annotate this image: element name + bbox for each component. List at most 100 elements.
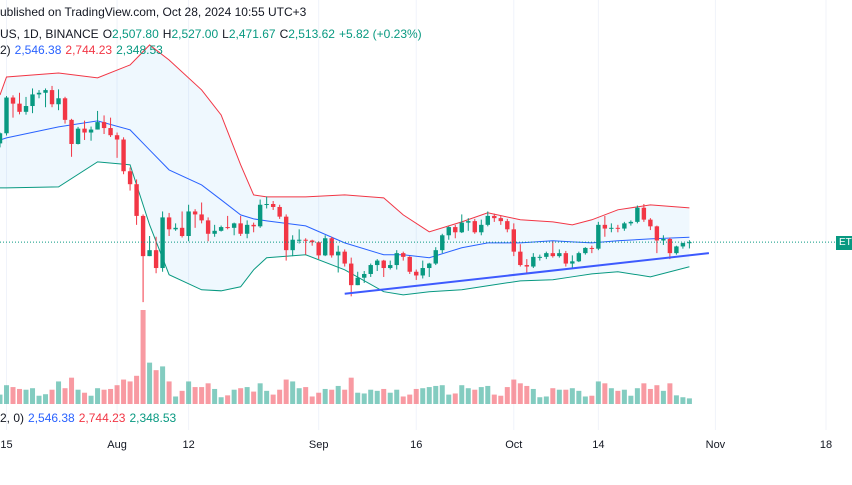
volume-bar	[582, 396, 588, 404]
candle-body	[49, 90, 55, 105]
candle-body	[583, 247, 588, 254]
volume-bar	[257, 383, 263, 404]
volume-bar	[251, 391, 257, 404]
candle-body	[303, 239, 308, 241]
candle-body	[309, 240, 315, 243]
ohlc-value: 2,471.67	[228, 27, 276, 41]
candle-body	[342, 251, 347, 264]
bb-lower: 2,348.53	[116, 43, 163, 57]
volume-bar	[647, 388, 653, 404]
trendline	[344, 252, 710, 295]
volume-bar	[413, 388, 419, 404]
x-tick-label: Aug	[107, 439, 127, 451]
volume-bar	[160, 366, 166, 404]
volume-bar	[179, 390, 185, 404]
candle-body	[589, 247, 595, 249]
bb-basis: 2,546.38	[14, 43, 62, 57]
volume-bar	[309, 396, 315, 404]
volume-bar	[563, 389, 569, 404]
volume-bar	[238, 388, 244, 404]
candle-body	[264, 204, 269, 205]
volume-bar	[296, 388, 302, 404]
x-tick-label: 14	[592, 439, 604, 451]
volume-bar	[660, 390, 666, 404]
candle-body	[296, 239, 302, 241]
candle-body	[153, 250, 159, 269]
volume-bar	[576, 390, 582, 404]
volume-bar	[530, 388, 536, 404]
volume-bar	[673, 395, 679, 404]
volume-bar	[433, 385, 439, 404]
x-tick-label: Oct	[505, 439, 522, 451]
candle-body	[69, 119, 74, 144]
vol-value: 2,348.53	[129, 411, 177, 425]
volume-bar	[10, 387, 16, 404]
volume-bar	[62, 388, 68, 404]
volume-bar	[322, 388, 328, 404]
volume-bar	[329, 389, 335, 404]
candle-body	[355, 277, 360, 286]
ohlc-value: 2,527.00	[171, 27, 219, 41]
x-tick-label: Nov	[706, 439, 726, 451]
candle-body	[121, 139, 126, 172]
candle-body	[108, 128, 113, 136]
candle-body	[17, 103, 22, 112]
volume-bar	[244, 387, 250, 404]
candle-body	[30, 94, 35, 107]
candle-body	[166, 217, 172, 230]
candle-body	[576, 253, 582, 262]
candle-body	[680, 243, 686, 247]
volume-bar	[517, 383, 523, 404]
volume-bar	[173, 396, 179, 404]
candle-body	[505, 221, 510, 230]
candle-body	[75, 128, 81, 144]
volume-bar	[439, 385, 445, 404]
volume-bar	[30, 388, 36, 404]
ohlc-value: 2,507.80	[112, 27, 159, 41]
volume-bar	[316, 392, 322, 404]
candle-body	[218, 227, 224, 231]
vol-legend: 2, 0) 2,546.38 2,744.23 2,348.53	[0, 411, 176, 425]
volume-bar	[4, 385, 10, 404]
volume-bar	[459, 385, 465, 404]
candle-body	[238, 223, 243, 234]
band-fill	[0, 44, 690, 295]
volume-bar	[446, 394, 452, 404]
vol-value: 2,744.23	[78, 411, 126, 425]
volume-bar	[381, 388, 387, 404]
candle-body	[62, 98, 68, 120]
candle-body	[225, 227, 230, 229]
candle-body	[205, 220, 211, 234]
volume-bar	[420, 388, 426, 404]
band-line	[0, 44, 690, 233]
vol-value: 2,546.38	[28, 411, 75, 425]
candle-body	[498, 218, 503, 222]
candle-body	[56, 98, 61, 105]
ohlc-label: O	[102, 27, 113, 41]
ohlc-value: 2,513.62	[288, 27, 335, 41]
price-tag: ET	[836, 236, 852, 250]
candle-body	[335, 251, 341, 256]
candle-body	[472, 221, 477, 233]
volume-bar	[550, 388, 556, 404]
volume-bar	[400, 396, 406, 404]
candle-body	[147, 250, 152, 257]
candle-body	[615, 227, 621, 229]
volume-bar	[283, 379, 289, 404]
candle-body	[186, 211, 191, 237]
volume-bar	[504, 387, 510, 404]
candle-body	[570, 261, 575, 264]
candle-body	[270, 204, 276, 207]
candle-body	[10, 97, 16, 104]
x-tick-label: 18	[820, 439, 832, 451]
ohlc-label: L	[222, 27, 229, 41]
volume-bar	[270, 394, 276, 404]
volume-bar	[0, 394, 3, 404]
candle-body	[95, 122, 100, 130]
candle-body	[82, 128, 87, 133]
ohlc-values: O2,507.80 H2,527.00 L2,471.67 C2,513.62	[103, 27, 335, 41]
candle-body	[277, 206, 282, 217]
volume-bar	[264, 390, 270, 404]
